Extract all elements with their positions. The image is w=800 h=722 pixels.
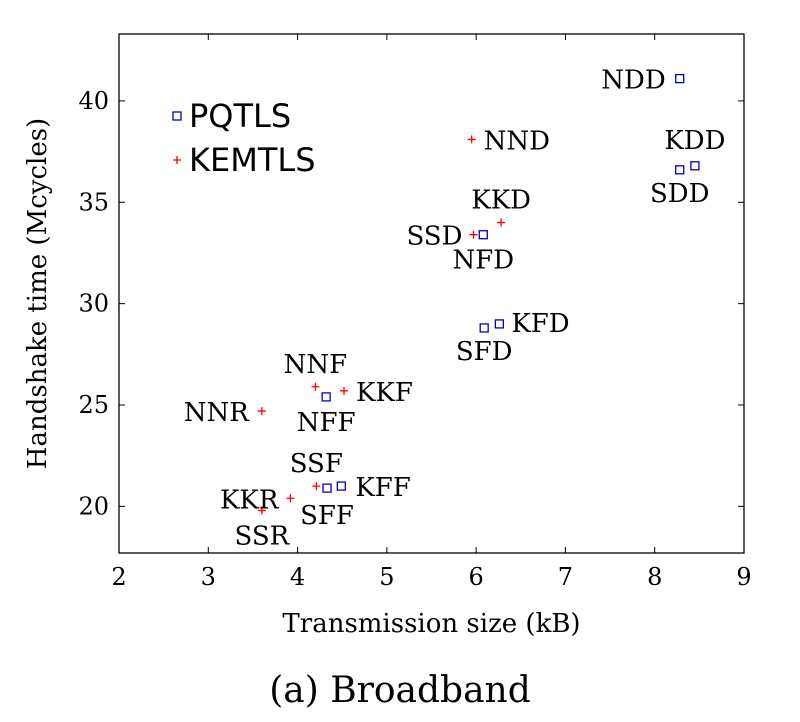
point-kdd <box>690 161 700 171</box>
point-label-nff: NFF <box>297 408 356 438</box>
x-tick-label: 7 <box>558 563 573 591</box>
y-tick-label: 30 <box>78 290 109 318</box>
point-sfd <box>479 323 489 333</box>
point-nnf <box>311 382 320 391</box>
y-axis-title: Handshake time (Mcycles) <box>23 118 53 469</box>
point-label-ssd: SSD <box>406 222 462 252</box>
legend-marker-kemtls <box>173 156 181 164</box>
point-sdd <box>675 165 685 175</box>
point-label-sfd: SFD <box>456 337 513 367</box>
y-tick-label: 40 <box>78 87 109 115</box>
point-label-ssr: SSR <box>234 521 290 551</box>
point-ssf <box>312 482 321 491</box>
x-axis-title: Transmission size (kB) <box>282 609 580 639</box>
point-kfd <box>494 319 505 329</box>
x-tick-label: 6 <box>469 563 484 591</box>
point-nfd <box>478 230 488 240</box>
y-tick-label: 35 <box>78 188 109 216</box>
legend: PQTLS KEMTLS <box>172 97 316 179</box>
point-nff <box>321 392 331 402</box>
point-label-kkr: KKR <box>220 485 280 515</box>
x-tick-label: 5 <box>379 563 394 591</box>
point-label-nnd: NND <box>484 126 550 156</box>
y-tick-label: 20 <box>78 492 109 520</box>
legend-marker-pqtls <box>172 111 182 121</box>
point-kff <box>336 481 346 491</box>
data-points <box>257 73 700 515</box>
point-ssr <box>257 506 266 515</box>
point-label-kkf: KKF <box>356 378 413 408</box>
legend-label-pqtls: PQTLS <box>189 97 291 135</box>
point-ssd <box>469 230 478 239</box>
axis-ticks <box>118 34 745 553</box>
point-label-nnf: NNF <box>284 350 348 380</box>
legend-label-kemtls: KEMTLS <box>189 141 316 179</box>
x-tick-label: 8 <box>647 563 662 591</box>
point-nnr <box>257 407 266 416</box>
point-label-ndd: NDD <box>601 66 665 96</box>
point-kkd <box>497 218 506 227</box>
point-ndd <box>675 73 685 84</box>
point-label-kfd: KFD <box>511 309 569 339</box>
point-label-sdd: SDD <box>650 179 710 209</box>
x-tick-label: 3 <box>201 563 216 591</box>
figure-caption: (a) Broadband <box>269 670 531 711</box>
point-label-nnr: NNR <box>184 398 251 428</box>
point-label-kkd: KKD <box>471 186 531 216</box>
point-kkf <box>340 386 348 395</box>
tick-labels: 2 3 4 5 6 7 8 9 20 25 30 35 40 <box>78 87 751 591</box>
point-label-ssf: SSF <box>290 449 343 479</box>
x-tick-label: 9 <box>736 563 751 591</box>
point-label-sff: SFF <box>300 501 354 531</box>
point-sff <box>322 483 332 493</box>
point-nnd <box>467 135 476 144</box>
x-tick-label: 4 <box>290 563 305 591</box>
point-label-nfd: NFD <box>452 246 514 276</box>
point-label-kdd: KDD <box>664 126 725 156</box>
point-kkr <box>286 494 295 503</box>
x-tick-label: 2 <box>111 563 126 591</box>
plot-frame <box>118 33 745 554</box>
y-tick-label: 25 <box>78 391 109 419</box>
point-label-kff: KFF <box>355 473 411 503</box>
